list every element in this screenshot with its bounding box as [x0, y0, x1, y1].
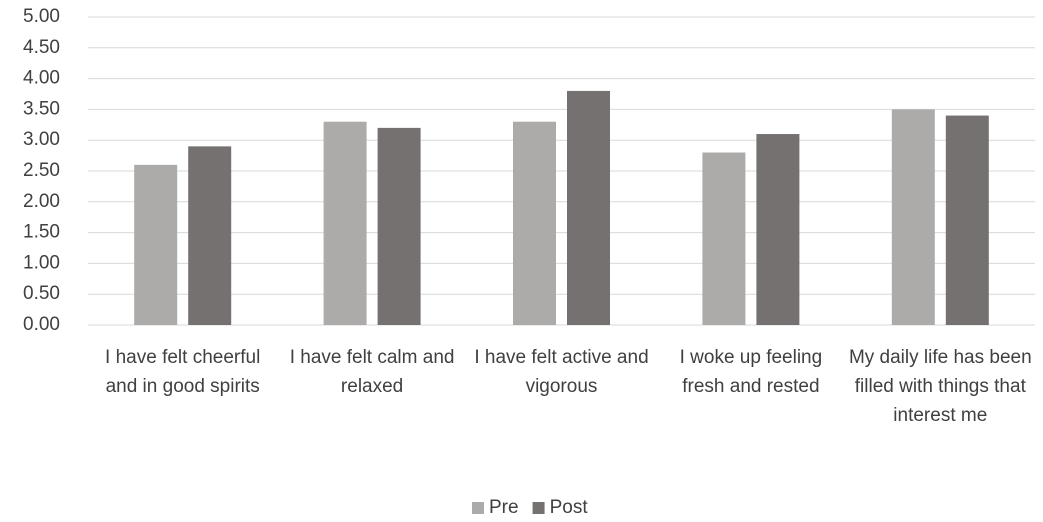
x-tick-label: My daily life has been filled with thing…	[848, 347, 1032, 426]
bar	[377, 127, 421, 325]
bar	[891, 109, 935, 326]
legend-label: Pre	[489, 497, 519, 518]
y-tick-label: 2.50	[23, 160, 60, 181]
y-tick-label: 4.00	[23, 68, 60, 89]
x-tick-label: I woke up feeling fresh and rested	[679, 347, 823, 397]
y-tick-label: 2.00	[23, 191, 60, 212]
x-tick-label: I have felt calm and relaxed	[289, 347, 455, 397]
bar	[702, 152, 746, 325]
y-tick-label: 5.00	[23, 6, 60, 27]
bar	[513, 121, 556, 325]
bar	[323, 121, 367, 325]
y-tick-label: 3.50	[23, 98, 60, 119]
y-tick-label: 1.50	[23, 222, 60, 243]
y-tick-label: 3.00	[23, 129, 60, 150]
y-tick-label: 0.00	[23, 314, 60, 335]
legend-swatch	[472, 502, 484, 514]
bar	[134, 164, 178, 325]
bar	[567, 90, 610, 325]
legend-label: Post	[550, 497, 589, 518]
bar	[188, 146, 232, 325]
y-tick-label: 4.50	[23, 37, 60, 58]
bar	[945, 115, 989, 325]
x-tick-label: I have felt active and vigorous	[474, 347, 649, 397]
y-tick-label: 0.50	[23, 283, 60, 304]
x-tick-label: I have felt cheerful and in good spirits	[105, 347, 261, 397]
y-tick-label: 1.00	[23, 252, 60, 273]
bar	[756, 134, 800, 325]
legend-swatch	[532, 502, 545, 514]
